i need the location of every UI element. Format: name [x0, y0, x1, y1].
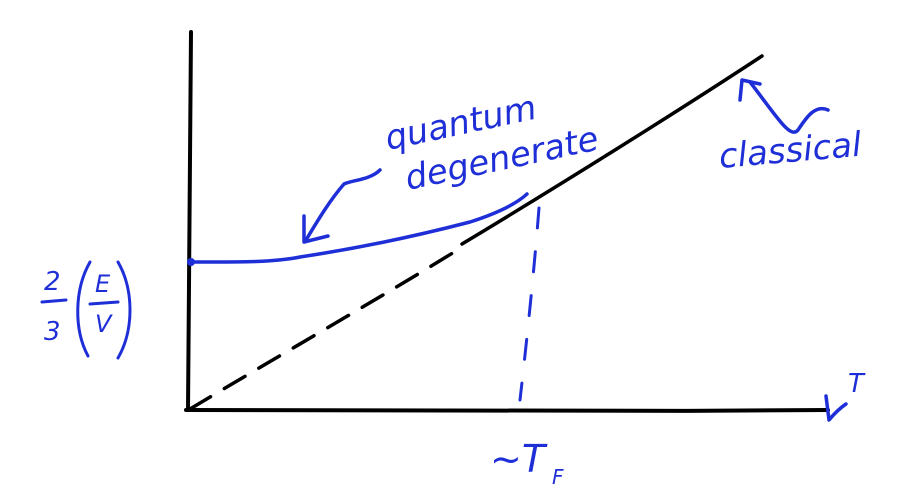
y-label-frac-bottom-V: V — [95, 310, 113, 338]
label-classical: classical — [717, 125, 863, 177]
y-label-numerator-2: 2 — [44, 267, 61, 297]
y-axis — [186, 30, 193, 412]
y-label-right-paren — [116, 260, 132, 360]
fermi-marker-subscript: F — [552, 465, 564, 489]
y-label-denominator-3: 3 — [44, 317, 61, 347]
classical-extrapolation-dashed — [188, 244, 466, 411]
y-axis-label: 2 3 E V — [40, 260, 132, 360]
quantum-pointer-arrowhead — [302, 214, 330, 244]
x-axis — [184, 408, 830, 414]
x-axis-label: T — [848, 369, 866, 399]
y-label-inner-bar — [88, 300, 120, 306]
fermi-marker-label: ~T — [490, 437, 548, 481]
fermi-drop-dashed — [518, 206, 541, 402]
classical-pointer-arrow — [748, 80, 830, 134]
y-label-fraction-bar — [40, 298, 68, 304]
y-label-frac-top-E: E — [95, 270, 111, 298]
quantum-degenerate-curve — [189, 192, 529, 264]
y-label-left-paren — [76, 260, 92, 358]
x-axis-arrowhead — [824, 394, 848, 422]
quantum-curve-start-dot — [187, 258, 195, 266]
classical-line — [460, 54, 764, 246]
classical-pointer-arrowhead — [738, 78, 762, 102]
quantum-pointer-arrow — [304, 168, 382, 242]
